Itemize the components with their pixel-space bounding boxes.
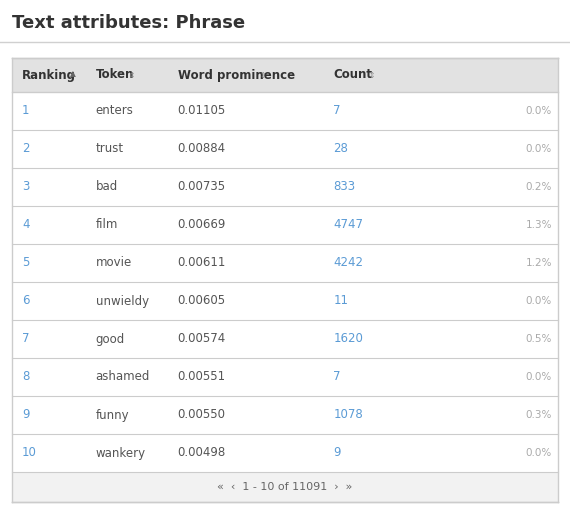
- Text: 11: 11: [333, 295, 348, 308]
- Bar: [12, 168, 558, 206]
- Text: 6: 6: [22, 295, 30, 308]
- Text: ⇕: ⇕: [129, 70, 135, 80]
- Text: funny: funny: [96, 409, 129, 421]
- Text: 0.0%: 0.0%: [526, 448, 552, 458]
- Text: trust: trust: [96, 142, 124, 156]
- Bar: [12, 358, 558, 396]
- Text: 0.3%: 0.3%: [526, 410, 552, 420]
- Text: 0.0%: 0.0%: [526, 372, 552, 382]
- Text: Count: Count: [333, 68, 372, 82]
- Text: 2: 2: [22, 142, 30, 156]
- Text: 1078: 1078: [333, 409, 363, 421]
- Text: 0.00605: 0.00605: [178, 295, 226, 308]
- Text: ⇕: ⇕: [259, 70, 266, 80]
- Text: 0.5%: 0.5%: [526, 334, 552, 344]
- Text: 3: 3: [22, 180, 30, 194]
- Text: 1620: 1620: [333, 333, 363, 345]
- Text: ▲: ▲: [70, 69, 76, 79]
- Text: 5: 5: [22, 257, 30, 270]
- Text: Text attributes: Phrase: Text attributes: Phrase: [12, 14, 245, 32]
- Bar: [12, 434, 558, 472]
- Text: 7: 7: [333, 104, 341, 118]
- Text: 9: 9: [22, 409, 30, 421]
- Text: 0.0%: 0.0%: [526, 144, 552, 154]
- Text: 0.00551: 0.00551: [178, 371, 226, 383]
- Bar: [12, 396, 558, 434]
- Text: 0.00574: 0.00574: [178, 333, 226, 345]
- Text: 0.00611: 0.00611: [178, 257, 226, 270]
- Text: 1.2%: 1.2%: [526, 258, 552, 268]
- Text: 0.2%: 0.2%: [526, 182, 552, 192]
- Text: bad: bad: [96, 180, 118, 194]
- Text: good: good: [96, 333, 125, 345]
- Text: unwieldy: unwieldy: [96, 295, 149, 308]
- Text: 7: 7: [333, 371, 341, 383]
- Text: Token: Token: [96, 68, 134, 82]
- Text: 7: 7: [22, 333, 30, 345]
- Text: wankery: wankery: [96, 447, 146, 459]
- Text: film: film: [96, 219, 118, 232]
- Text: ⇕: ⇕: [368, 70, 374, 80]
- Bar: [12, 92, 558, 130]
- Text: 4747: 4747: [333, 219, 363, 232]
- Text: movie: movie: [96, 257, 132, 270]
- Text: 0.0%: 0.0%: [526, 296, 552, 306]
- Bar: [12, 282, 558, 320]
- Text: Ranking: Ranking: [22, 68, 76, 82]
- Text: 8: 8: [22, 371, 30, 383]
- Bar: [12, 130, 558, 168]
- Text: 28: 28: [333, 142, 348, 156]
- Text: 0.00669: 0.00669: [178, 219, 226, 232]
- Text: 1.3%: 1.3%: [526, 220, 552, 230]
- Bar: [12, 244, 558, 282]
- Text: 0.00550: 0.00550: [178, 409, 226, 421]
- Text: 9: 9: [333, 447, 341, 459]
- Bar: [12, 206, 558, 244]
- Bar: [12, 320, 558, 358]
- Text: Word prominence: Word prominence: [178, 68, 295, 82]
- Text: enters: enters: [96, 104, 133, 118]
- Text: 0.0%: 0.0%: [526, 106, 552, 116]
- Text: 833: 833: [333, 180, 355, 194]
- Text: 0.01105: 0.01105: [178, 104, 226, 118]
- Text: 0.00884: 0.00884: [178, 142, 226, 156]
- Text: 10: 10: [22, 447, 37, 459]
- Bar: [12, 472, 558, 502]
- Text: 0.00735: 0.00735: [178, 180, 226, 194]
- Text: 4242: 4242: [333, 257, 363, 270]
- Bar: [12, 58, 558, 92]
- Text: ashamed: ashamed: [96, 371, 150, 383]
- Text: 4: 4: [22, 219, 30, 232]
- Text: 1: 1: [22, 104, 30, 118]
- Text: «  ‹  1 - 10 of 11091  ›  »: « ‹ 1 - 10 of 11091 › »: [217, 482, 353, 492]
- Text: 0.00498: 0.00498: [178, 447, 226, 459]
